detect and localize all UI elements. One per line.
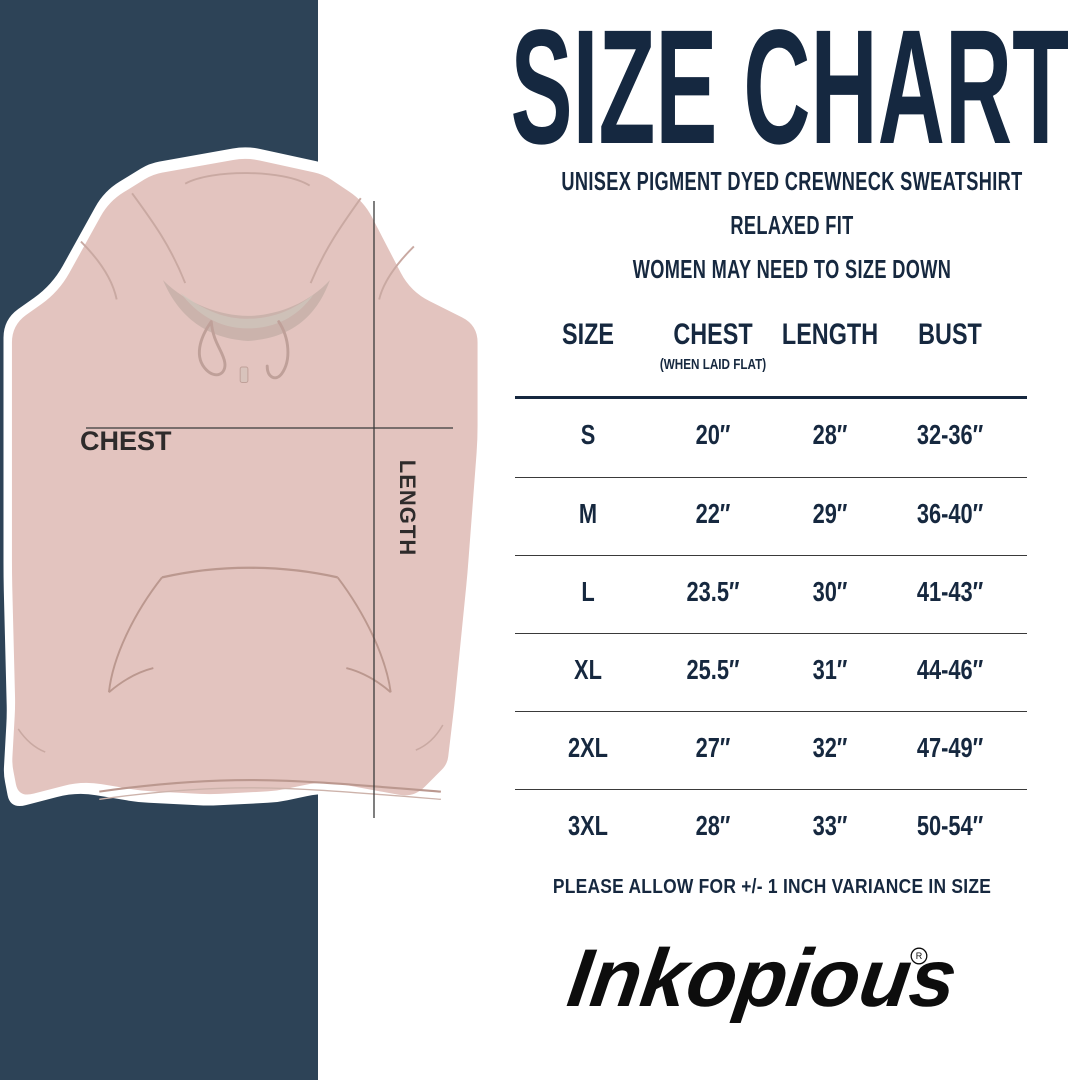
svg-text:CHEST: CHEST [80,426,172,456]
svg-text:Inkopious: Inkopious [563,932,963,1024]
svg-text:R: R [916,951,923,961]
svg-text:LENGTH: LENGTH [395,460,420,556]
